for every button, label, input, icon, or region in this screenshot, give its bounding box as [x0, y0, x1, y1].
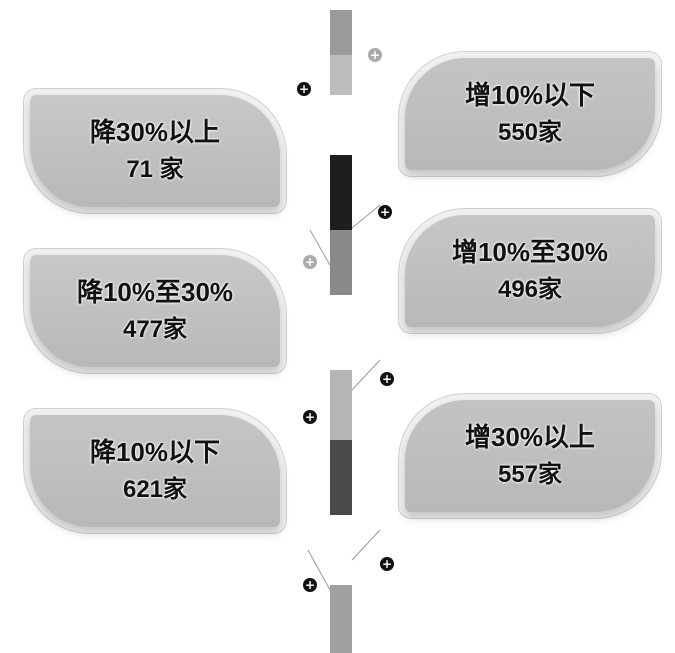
connector-line [351, 359, 381, 391]
category-card: 增30%以上 557家 [405, 400, 655, 512]
category-label: 降10%至30% [76, 277, 234, 307]
plus-icon: + [380, 557, 394, 571]
category-label: 降30%以上 [89, 117, 221, 147]
category-card: 降10%至30% 477家 [30, 255, 280, 367]
category-count: 71 家 [126, 156, 184, 183]
category-label: 增10%至30% [451, 237, 609, 267]
category-label: 增10%以下 [464, 80, 596, 110]
category-card: 增10%以下 550家 [405, 58, 655, 170]
pole-segment [330, 370, 352, 440]
category-card: 增10%至30% 496家 [405, 215, 655, 327]
category-count: 557家 [497, 461, 563, 488]
pole-segment [330, 55, 352, 95]
connector-line [307, 549, 331, 591]
plus-icon: + [297, 82, 311, 96]
plus-icon: + [378, 205, 392, 219]
pole-segment [330, 230, 352, 295]
pole-segment [330, 440, 352, 515]
pole-segment [330, 155, 352, 230]
category-card: 降10%以下 621家 [30, 415, 280, 527]
connector-line [309, 229, 331, 266]
category-label: 增30%以上 [464, 422, 596, 452]
pole-segment [330, 95, 352, 155]
category-count: 621家 [122, 476, 188, 503]
pole-segment [330, 295, 352, 370]
plus-icon: + [303, 255, 317, 269]
pole-segment [330, 10, 352, 55]
plus-icon: + [303, 578, 317, 592]
plus-icon: + [368, 48, 382, 62]
plus-icon: + [303, 410, 317, 424]
plus-icon: + [380, 372, 394, 386]
signpost-pole [330, 10, 352, 653]
category-count: 550家 [497, 119, 563, 146]
connector-line [351, 529, 381, 561]
category-label: 降10%以下 [89, 437, 221, 467]
connector-line [351, 204, 381, 229]
pole-segment [330, 515, 352, 585]
category-count: 496家 [497, 276, 563, 303]
category-count: 477家 [122, 316, 188, 343]
pole-segment [330, 585, 352, 653]
category-card: 降30%以上 71 家 [30, 95, 280, 207]
